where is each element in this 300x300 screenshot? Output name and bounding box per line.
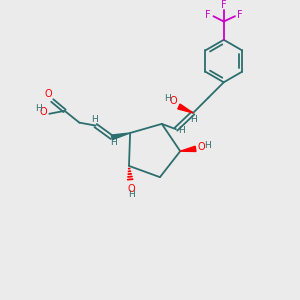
Text: H: H [164,94,171,103]
Text: F: F [221,0,226,10]
Polygon shape [111,133,130,140]
Text: H: H [128,190,134,199]
Text: O: O [127,184,135,194]
Text: O: O [40,107,47,117]
Text: H: H [35,104,41,113]
Text: H: H [190,115,197,124]
Polygon shape [180,146,196,152]
Text: H: H [110,138,117,147]
Text: F: F [205,10,211,20]
Text: H: H [91,115,98,124]
Text: H: H [204,141,211,150]
Text: F: F [238,10,243,20]
Text: O: O [197,142,205,152]
Text: O: O [45,89,52,99]
Polygon shape [178,104,193,113]
Text: H: H [178,126,184,135]
Text: O: O [170,96,177,106]
